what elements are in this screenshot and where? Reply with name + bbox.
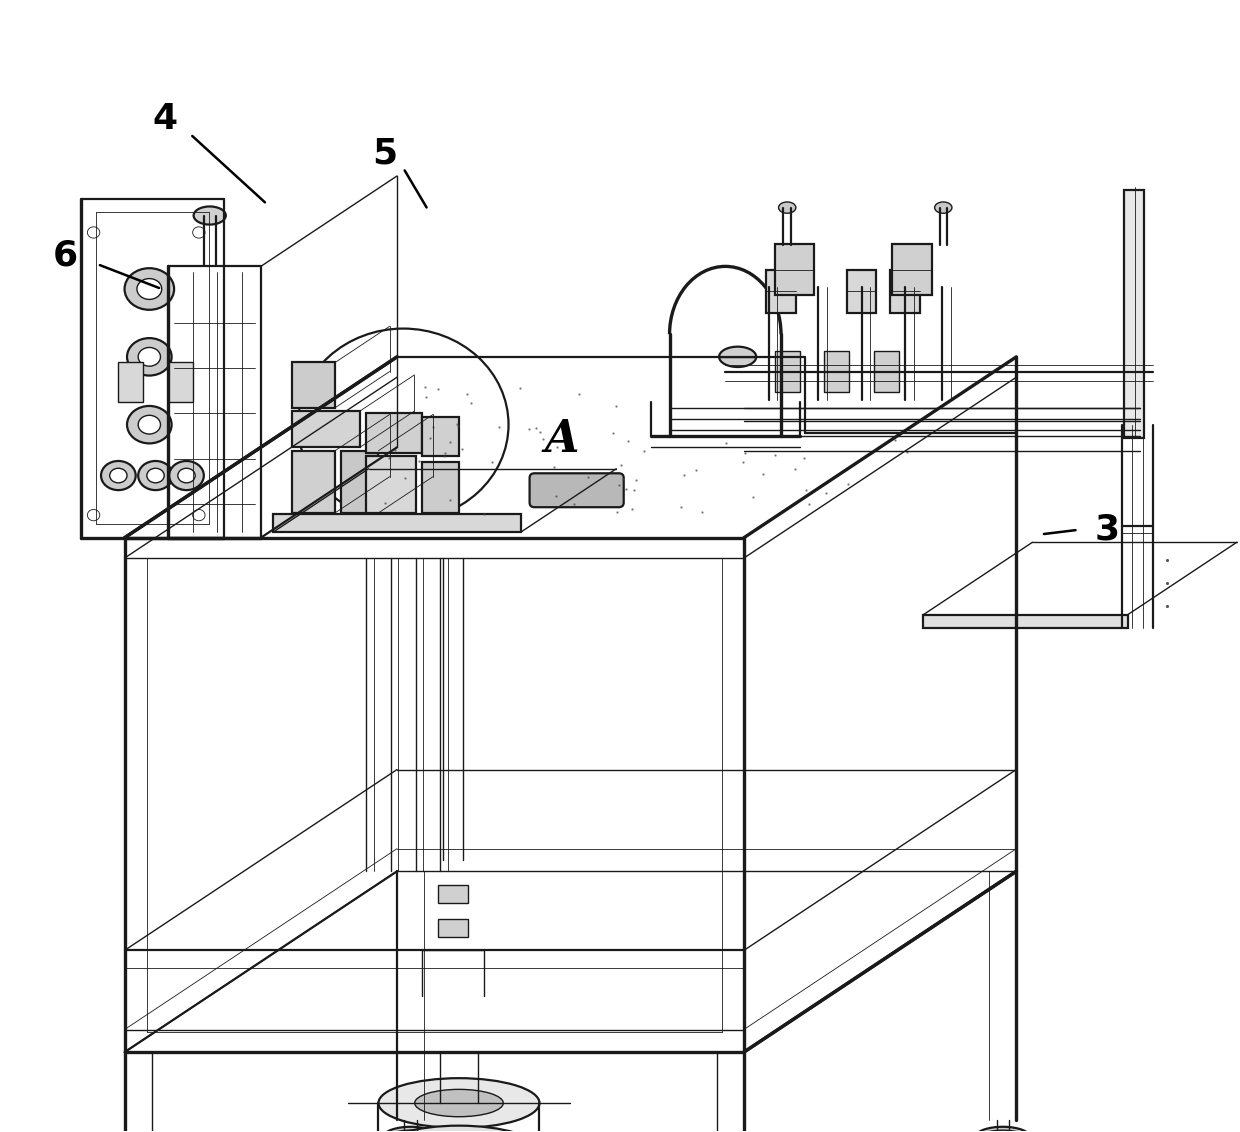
Bar [1125,189,1145,438]
Bar [893,243,932,294]
Bar [874,351,899,392]
Bar [890,269,920,312]
Bar [291,411,360,447]
Ellipse shape [935,201,952,213]
Bar [341,451,378,513]
Bar [422,462,459,513]
Bar [775,351,800,392]
Bar [766,269,796,312]
Text: 3: 3 [1094,513,1120,547]
Ellipse shape [378,1078,539,1127]
Ellipse shape [146,469,164,483]
Bar [924,615,1128,628]
Bar [775,243,815,294]
Ellipse shape [177,469,195,483]
Ellipse shape [414,1089,503,1117]
Ellipse shape [976,1126,1030,1132]
Ellipse shape [109,469,126,483]
Bar [291,362,335,408]
Ellipse shape [193,206,226,224]
Text: A: A [544,418,579,461]
Text: 6: 6 [52,238,78,272]
Ellipse shape [126,338,171,376]
Ellipse shape [136,278,161,299]
FancyBboxPatch shape [529,473,624,507]
Bar [825,351,849,392]
Ellipse shape [383,1126,438,1132]
Bar [273,514,521,532]
Bar [422,417,459,456]
Ellipse shape [138,415,160,434]
Text: 5: 5 [372,136,397,170]
Ellipse shape [378,1125,539,1132]
Ellipse shape [126,406,171,444]
Bar [366,413,422,453]
Bar [291,451,335,513]
Ellipse shape [779,201,796,213]
Bar [167,362,192,402]
Text: 4: 4 [153,102,179,137]
Ellipse shape [138,461,172,490]
Bar [847,269,877,312]
Ellipse shape [169,461,203,490]
Ellipse shape [719,346,756,367]
Bar [366,456,415,513]
Bar [438,919,467,937]
Bar [118,362,143,402]
Ellipse shape [124,268,174,310]
Ellipse shape [138,348,160,366]
Bar [438,885,467,903]
Ellipse shape [100,461,135,490]
